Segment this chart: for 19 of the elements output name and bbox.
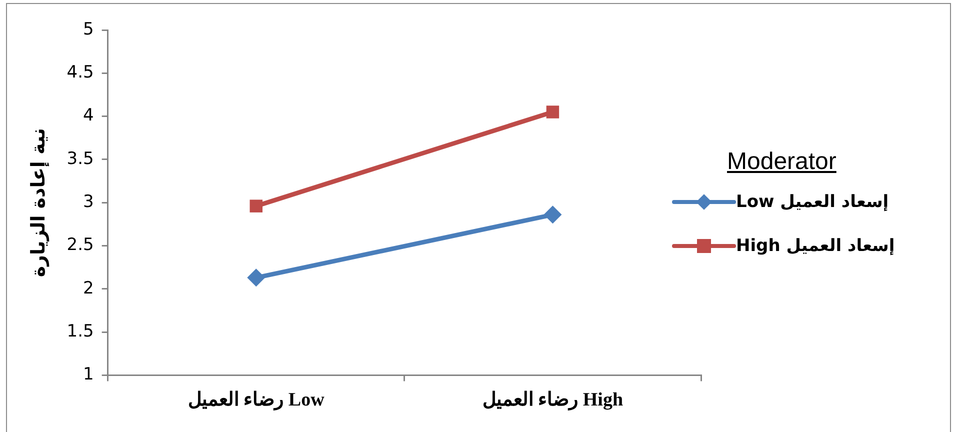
y-tick-label: 2.5 (66, 235, 94, 256)
y-axis-title: نية إعادة الزيارة (27, 128, 50, 278)
y-tick-label: 5 (83, 19, 94, 40)
point (250, 200, 262, 212)
point (544, 206, 562, 224)
y-tick-label: 4 (83, 106, 94, 126)
y-tick-label: 4.5 (66, 62, 94, 83)
y-tick-label: 3 (83, 192, 94, 212)
y-tick-label: 2 (83, 278, 94, 298)
legend-title: Moderator (727, 148, 838, 176)
legend-label: إسعاد العميل Low (736, 192, 889, 212)
point (546, 106, 560, 118)
legend-label: إسعاد العميل High (736, 236, 895, 256)
y-tick-label: 1 (83, 364, 94, 385)
point (247, 268, 266, 287)
x-tick-label: رضاء العميل High (482, 390, 624, 411)
y-tick-label: 1.5 (66, 321, 94, 342)
y-tick-label: 3.5 (66, 148, 94, 169)
x-tick-label: رضاء العميل Low (188, 390, 325, 411)
